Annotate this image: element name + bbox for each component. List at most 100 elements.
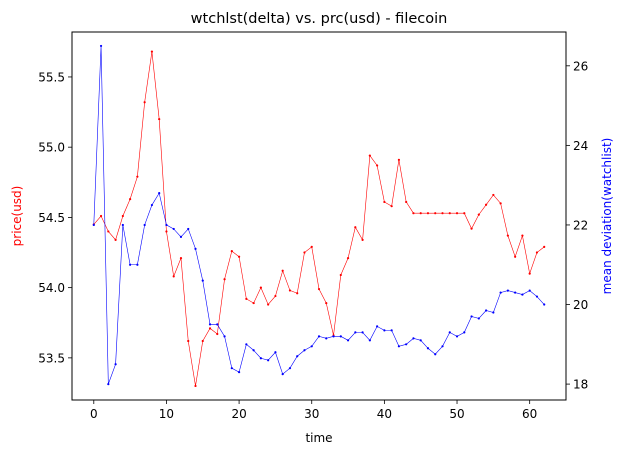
right-series-point <box>216 323 219 326</box>
left-y-tick-label: 53.5 <box>38 351 65 365</box>
left-series-point <box>281 269 284 272</box>
left-series-point <box>165 230 168 233</box>
x-tick-label: 60 <box>522 407 537 421</box>
right-series-point <box>419 339 422 342</box>
right-series-point <box>136 263 139 266</box>
right-y-tick-label: 24 <box>573 139 588 153</box>
right-series-point <box>187 227 190 231</box>
left-series-point <box>484 203 488 206</box>
left-series-point <box>419 212 422 215</box>
right-series-point <box>470 315 473 318</box>
left-y-tick-label: 55.5 <box>38 70 65 84</box>
right-y-tick-label: 22 <box>573 218 588 232</box>
left-series-point <box>448 212 451 215</box>
right-series-point <box>92 223 95 227</box>
left-series-point <box>463 212 466 215</box>
right-series-point <box>499 291 502 294</box>
right-series-point <box>376 325 379 328</box>
right-series-point <box>99 44 103 48</box>
x-tick-label: 0 <box>90 407 98 421</box>
left-series-point <box>535 251 539 254</box>
right-series-point <box>412 337 415 340</box>
left-y-tick-label: 55.0 <box>38 141 65 155</box>
left-series-point <box>296 292 299 295</box>
left-series-point <box>107 230 110 233</box>
left-series-point <box>303 251 306 254</box>
left-series-point <box>441 212 444 215</box>
right-series-point <box>368 339 371 342</box>
right-y-axis-label: mean deviation(watchlist) <box>600 138 614 295</box>
right-series-point <box>390 329 393 332</box>
left-series-point <box>339 273 342 277</box>
right-series-point <box>477 317 480 320</box>
left-series-point <box>390 205 393 208</box>
left-y-tick-label: 54.5 <box>38 211 65 225</box>
chart-title: wtchlst(delta) vs. prc(usd) - filecoin <box>191 11 448 27</box>
right-series-point <box>325 337 328 340</box>
left-series-point <box>506 234 509 237</box>
left-series-point <box>383 200 386 204</box>
left-series-point <box>317 287 321 291</box>
left-series-point <box>325 301 328 305</box>
left-series-point <box>426 212 430 215</box>
left-series-point <box>179 257 183 260</box>
right-series-point <box>288 367 292 370</box>
right-series-point <box>208 323 212 326</box>
right-series-point <box>121 223 124 227</box>
right-series-point <box>535 295 539 298</box>
left-series-point <box>121 214 124 218</box>
left-series-point <box>455 212 459 215</box>
right-series-point <box>405 343 408 346</box>
left-series-point <box>412 212 415 215</box>
left-series-point <box>514 255 517 258</box>
right-series-point <box>252 349 255 352</box>
left-series-point <box>470 227 473 230</box>
right-series-point <box>223 335 226 338</box>
right-series-point <box>463 331 466 334</box>
right-series-point <box>150 203 154 207</box>
left-series-point <box>136 175 139 178</box>
left-series-point <box>245 297 248 300</box>
right-series-point <box>383 329 386 332</box>
left-series-point <box>230 250 233 253</box>
x-tick-label: 10 <box>159 407 174 421</box>
left-series-point <box>274 294 277 298</box>
right-y-tick-label: 26 <box>573 59 588 73</box>
left-series-point <box>543 245 546 248</box>
right-series-point <box>514 291 517 294</box>
left-series-point <box>150 50 154 53</box>
right-y-tick-label: 18 <box>573 378 588 392</box>
left-series-point <box>201 339 204 343</box>
left-series-point <box>477 213 480 216</box>
right-series-point <box>274 351 277 354</box>
right-series-point <box>230 367 233 370</box>
left-series-point <box>405 200 408 204</box>
right-series-point <box>267 359 270 362</box>
right-series-point <box>317 335 321 338</box>
right-series-point <box>259 357 262 360</box>
left-series-point <box>172 275 175 278</box>
right-series-point <box>506 289 509 292</box>
right-series-point <box>346 339 350 342</box>
left-series-point <box>492 193 495 197</box>
left-series-point <box>99 214 103 218</box>
left-series-point <box>528 272 531 275</box>
left-series-point <box>354 226 357 229</box>
x-tick-label: 30 <box>304 407 319 421</box>
right-series-point <box>543 303 546 306</box>
left-series-point <box>259 286 262 289</box>
right-series-point <box>492 311 495 314</box>
left-series-point <box>208 327 212 330</box>
right-series-point <box>172 227 175 231</box>
left-series-point <box>187 339 190 343</box>
right-series-point <box>281 373 284 376</box>
left-series-point <box>310 245 313 248</box>
left-series-point <box>194 384 197 388</box>
right-series-point <box>303 349 306 352</box>
right-series-point <box>179 235 183 238</box>
right-series-point <box>528 289 531 292</box>
right-series-point <box>194 247 197 250</box>
x-tick-label: 40 <box>377 407 392 421</box>
